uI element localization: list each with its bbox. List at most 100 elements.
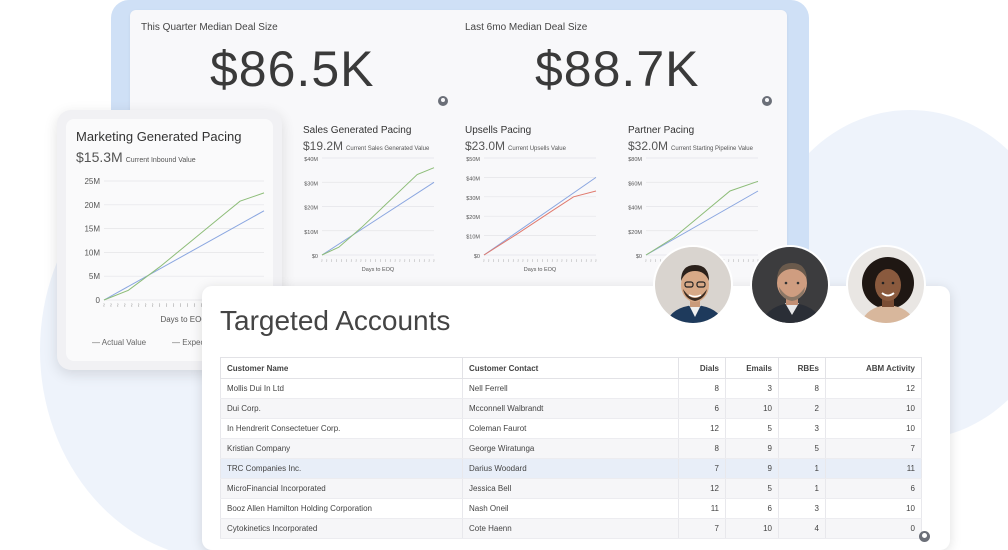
- y-tick-label: 0: [96, 296, 101, 305]
- x-tick-label: ≀: [110, 303, 112, 309]
- x-tick-label: ≀: [179, 303, 181, 309]
- owner-icon[interactable]: [762, 96, 772, 106]
- table-cell: 2: [778, 398, 826, 419]
- x-axis-label: Days to EOQ: [160, 315, 207, 324]
- x-tick-label: ≀: [341, 258, 343, 263]
- table-row[interactable]: TRC Companies Inc. Darius Woodard 7 9 1 11: [220, 458, 922, 479]
- x-tick-label: ≀: [103, 303, 105, 309]
- expected-value-line: [103, 210, 265, 301]
- x-tick-label: ≀: [655, 258, 657, 263]
- y-tick-label: 10M: [84, 248, 100, 257]
- x-tick-label: ≀: [532, 258, 534, 263]
- table-cell: 5: [778, 438, 826, 459]
- table-row[interactable]: Cytokinetics Incorporated Cote Haenn 7 10 4 0: [220, 518, 922, 539]
- table-cell: 8: [778, 378, 826, 399]
- table-cell: Nash Oneil: [462, 498, 679, 519]
- x-tick-label: ≀: [355, 258, 357, 263]
- chart-title: Partner Pacing: [628, 125, 695, 136]
- x-tick-label: ≀: [503, 258, 505, 263]
- x-axis-label: Days to EOQ: [362, 267, 395, 273]
- owner-icon[interactable]: [438, 96, 448, 106]
- y-tick-label: $0: [474, 254, 480, 260]
- y-tick-label: $0: [636, 254, 642, 260]
- table-cell: 9: [725, 438, 779, 459]
- chart-title: Sales Generated Pacing: [303, 125, 412, 136]
- y-tick-label: $30M: [466, 196, 480, 202]
- table-cell: Kristian Company: [220, 438, 463, 459]
- x-tick-label: ≀: [331, 258, 333, 263]
- owner-icon[interactable]: [919, 531, 930, 542]
- x-tick-label: ≀: [346, 258, 348, 263]
- kpi-label: This Quarter Median Deal Size: [141, 22, 278, 33]
- table-cell: 11: [825, 458, 922, 479]
- table-row[interactable]: Mollis Dui In Ltd Nell Ferrell 8 3 8 12: [220, 378, 922, 399]
- table-cell: Darius Woodard: [462, 458, 679, 479]
- upsells-pacing-chart: $50M$40M$30M$20M$10M$0≀ ≀ ≀ ≀ ≀ ≀ ≀ ≀ ≀ ≀ ≀ ≀ ≀ ≀ ≀ ≀ ≀ ≀…: [466, 157, 597, 273]
- x-tick-label: ≀: [517, 258, 519, 263]
- x-tick-label: ≀: [152, 303, 154, 309]
- x-tick-label: ≀: [542, 258, 544, 263]
- table-row[interactable]: Kristian Company George Wiratunga 8 9 5 7: [220, 438, 922, 459]
- table-cell: 7: [678, 518, 726, 539]
- x-tick-label: ≀: [551, 258, 553, 263]
- chart-value: $15.3M Current Inbound Value: [76, 149, 196, 165]
- x-tick-label: ≀: [566, 258, 568, 263]
- column-header[interactable]: RBEs: [778, 357, 826, 379]
- table-cell: 5: [725, 478, 779, 499]
- person-1-icon[interactable]: [653, 245, 733, 325]
- x-tick-label: ≀: [483, 258, 485, 263]
- expected-value-line: [483, 176, 597, 256]
- x-tick-label: ≀: [200, 303, 202, 309]
- table-cell: 10: [825, 498, 922, 519]
- x-tick-label: ≀: [556, 258, 558, 263]
- table-cell: 11: [678, 498, 726, 519]
- x-tick-label: ≀: [527, 258, 529, 263]
- x-tick-label: ≀: [375, 258, 377, 263]
- x-tick-label: ≀: [537, 258, 539, 263]
- table-cell: 10: [725, 518, 779, 539]
- table-cell: 7: [678, 458, 726, 479]
- x-tick-label: ≀: [186, 303, 188, 309]
- table-cell: Cytokinetics Incorporated: [220, 518, 463, 539]
- table-row[interactable]: Dui Corp. Mcconnell Walbrandt 6 10 2 10: [220, 398, 922, 419]
- column-header[interactable]: Dials: [678, 357, 726, 379]
- x-axis-label: Days to EOQ: [524, 267, 557, 273]
- table-row[interactable]: MicroFinancial Incorporated Jessica Bell 1…: [220, 478, 922, 499]
- legend-actual[interactable]: — Actual Value: [92, 338, 147, 347]
- x-tick-label: ≀: [419, 258, 421, 263]
- column-header[interactable]: ABM Activity: [825, 357, 922, 379]
- x-tick-label: ≀: [138, 303, 140, 309]
- chart-title: Marketing Generated Pacing: [76, 129, 242, 144]
- column-header[interactable]: Customer Contact: [462, 357, 679, 379]
- person-2-icon[interactable]: [750, 245, 830, 325]
- x-tick-label: ≀: [428, 258, 430, 263]
- x-tick-label: ≀: [522, 258, 524, 263]
- table-row[interactable]: Booz Allen Hamilton Holding Corporation N…: [220, 498, 922, 519]
- accounts-table: Customer Name Customer Contact Dials Ema…: [220, 357, 922, 539]
- legend-expected[interactable]: — Expect: [172, 338, 207, 347]
- table-cell: In Hendrerit Consectetuer Corp.: [220, 418, 463, 439]
- table-row[interactable]: In Hendrerit Consectetuer Corp. Coleman F…: [220, 418, 922, 439]
- table-cell: 3: [778, 498, 826, 519]
- x-tick-label: ≀: [546, 258, 548, 263]
- x-tick-label: ≀: [488, 258, 490, 263]
- x-tick-label: ≀: [493, 258, 495, 263]
- x-tick-label: ≀: [389, 258, 391, 263]
- person-3-icon[interactable]: [846, 245, 926, 325]
- sales-pacing-chart: $40M$30M$20M$10M$0≀ ≀ ≀ ≀ ≀ ≀ ≀ ≀ ≀ ≀ ≀ ≀ ≀ ≀ ≀ ≀ ≀ ≀ ≀ ≀ ≀ ≀…: [304, 157, 435, 273]
- actual-value-line: [483, 190, 597, 256]
- chart-title: Upsells Pacing: [465, 125, 532, 136]
- x-tick-label: ≀: [172, 303, 174, 309]
- x-tick-label: ≀: [752, 258, 754, 263]
- x-tick-label: ≀: [394, 258, 396, 263]
- column-header[interactable]: Emails: [725, 357, 779, 379]
- table-cell: MicroFinancial Incorporated: [220, 478, 463, 499]
- column-header[interactable]: Customer Name: [220, 357, 463, 379]
- table-cell: 8: [678, 438, 726, 459]
- table-cell: 6: [725, 498, 779, 519]
- x-tick-label: ≀: [350, 258, 352, 263]
- table-cell: 6: [678, 398, 726, 419]
- table-cell: 1: [778, 458, 826, 479]
- x-tick-label: ≀: [561, 258, 563, 263]
